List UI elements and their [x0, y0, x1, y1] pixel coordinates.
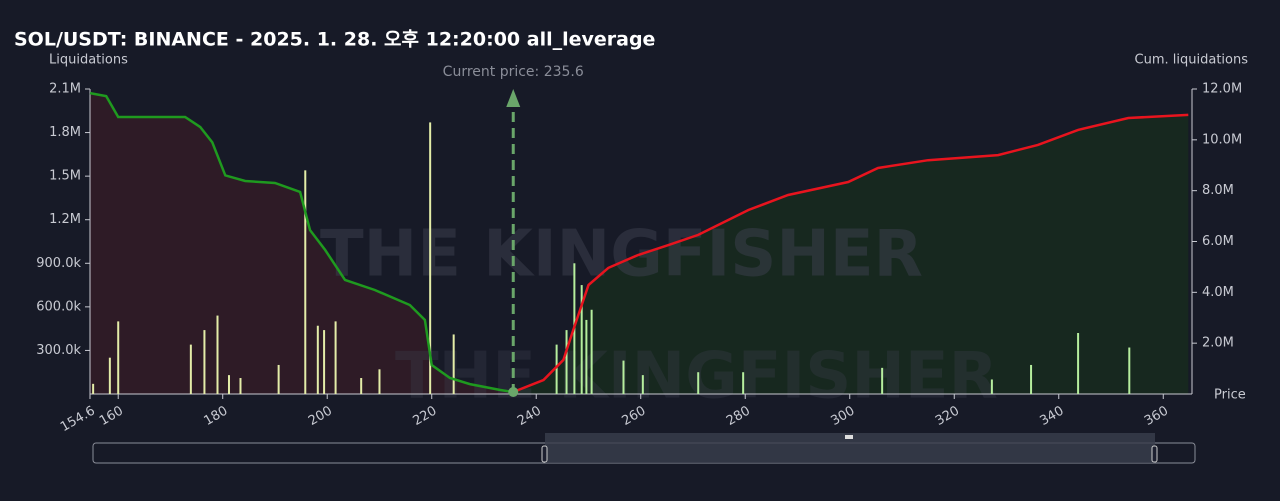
bar: [622, 360, 625, 394]
y-tick-label: 1.2M: [49, 212, 81, 227]
price-marker: [508, 387, 519, 397]
bar: [1030, 364, 1033, 394]
x-axis-label: Price: [1214, 388, 1246, 403]
y2-tick-label: 4.0M: [1202, 285, 1234, 300]
y-tick-label: 900.0k: [36, 256, 81, 271]
bar: [227, 375, 230, 394]
cum-line: [512, 113, 1189, 394]
bar: [580, 285, 583, 394]
bar: [1128, 347, 1131, 394]
bar: [881, 367, 884, 394]
bar: [378, 369, 381, 394]
slider-grip[interactable]: [845, 435, 853, 439]
y2-tick-label: 6.0M: [1202, 234, 1234, 249]
y-tick-label: 600.0k: [36, 299, 81, 314]
y-axis-label: Liquidations: [49, 53, 128, 68]
bar: [565, 330, 568, 394]
bar: [203, 330, 206, 394]
y2-tick-label: 8.0M: [1202, 183, 1234, 198]
bar: [1077, 333, 1080, 394]
price-arrow: [506, 89, 521, 107]
area: [513, 114, 1189, 395]
bar: [117, 321, 120, 394]
bar: [334, 321, 337, 394]
bar: [585, 319, 588, 394]
bar: [316, 325, 319, 394]
bar: [590, 309, 593, 394]
slider-handle[interactable]: [1151, 445, 1158, 463]
y-tick-label: 300.0k: [36, 343, 81, 358]
cum-line: [89, 91, 514, 394]
bar: [277, 364, 280, 394]
bar: [452, 334, 455, 394]
y-tick-label: 1.8M: [49, 125, 81, 140]
y2-tick-label: 10.0M: [1202, 132, 1242, 147]
bar: [742, 372, 745, 394]
annotation: Current price: 235.6: [443, 64, 584, 80]
bar: [429, 122, 432, 395]
bar: [323, 330, 326, 394]
range-slider[interactable]: [92, 433, 1196, 464]
y2-tick-label: 2.0M: [1202, 336, 1234, 351]
bar: [641, 375, 644, 394]
bar: [108, 357, 111, 394]
y2-tick-label: 12.0M: [1202, 82, 1242, 97]
area: [90, 93, 514, 394]
y-tick-label: 1.5M: [49, 169, 81, 184]
watermark: THE KINGFISHER: [395, 340, 998, 414]
chart-title: SOL/USDT: BINANCE - 2025. 1. 28. 오후 12:2…: [14, 29, 655, 51]
bar: [304, 170, 307, 394]
bar: [360, 378, 363, 394]
slider-handle[interactable]: [541, 445, 548, 463]
y-tick-label: 2.1M: [49, 82, 81, 97]
bar: [239, 378, 242, 394]
bar: [990, 379, 993, 394]
bar: [697, 372, 700, 394]
watermark: THE KINGFISHER: [320, 218, 923, 292]
y2-axis-label: Cum. liquidations: [1135, 53, 1249, 68]
bar: [92, 383, 95, 394]
bar: [216, 315, 219, 394]
bar: [555, 344, 558, 394]
bar: [189, 344, 192, 394]
